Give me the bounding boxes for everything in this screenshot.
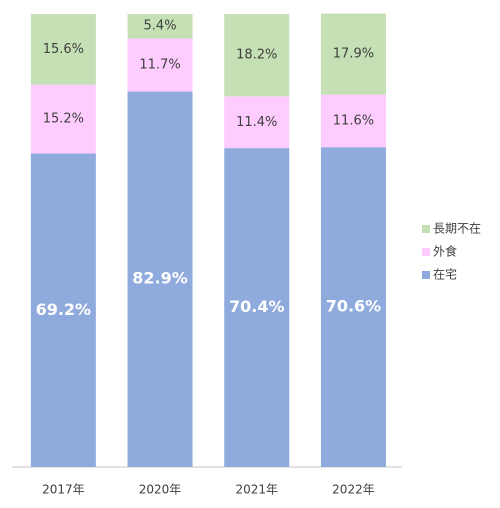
data-label: 82.9% — [132, 269, 188, 288]
legend-label: 在宅 — [433, 267, 457, 282]
bar-segment — [127, 91, 193, 467]
bar-segment — [30, 14, 96, 85]
bar-segment — [127, 14, 193, 39]
x-tick-label: 2017年 — [42, 483, 85, 497]
bar-segment — [30, 153, 96, 468]
legend-label: 長期不在 — [433, 222, 481, 236]
bar-segment — [224, 96, 290, 149]
bar-segment — [127, 38, 193, 92]
data-label: 70.6% — [326, 297, 382, 316]
data-label: 5.4% — [144, 19, 177, 34]
bar-segment — [30, 84, 96, 154]
legend-label: 外食 — [433, 244, 457, 259]
data-label: 18.2% — [236, 48, 277, 63]
bar-segment — [320, 147, 386, 467]
x-tick-label: 2020年 — [139, 483, 182, 497]
data-label: 17.9% — [333, 47, 374, 62]
data-label: 70.4% — [229, 297, 285, 316]
bar-segment — [224, 148, 290, 467]
data-label: 69.2% — [36, 300, 92, 319]
bar-segment — [320, 13, 386, 95]
data-label: 11.6% — [333, 113, 374, 128]
data-label: 11.4% — [236, 115, 277, 130]
x-tick-label: 2021年 — [235, 483, 278, 497]
bar-segment — [320, 94, 386, 148]
legend-swatch — [422, 271, 430, 279]
x-tick-label: 2022年 — [332, 483, 375, 497]
data-label: 11.7% — [139, 57, 180, 72]
data-label: 15.6% — [43, 42, 84, 57]
legend-swatch — [422, 225, 430, 233]
legend-swatch — [422, 248, 430, 256]
data-label: 15.2% — [43, 112, 84, 127]
bar-segment — [224, 14, 290, 97]
